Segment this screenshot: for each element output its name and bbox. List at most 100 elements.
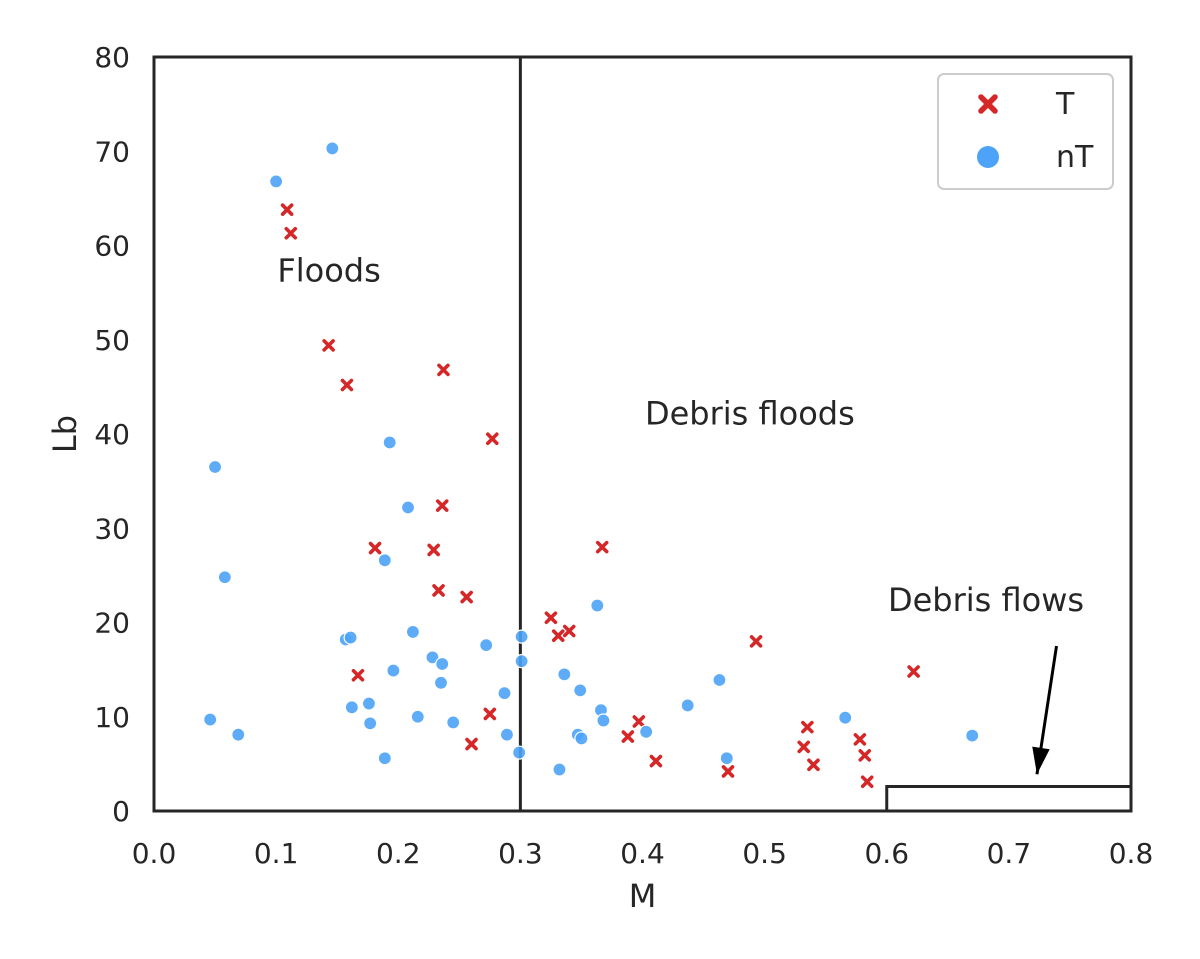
data-point-t xyxy=(801,720,814,734)
data-point-nt xyxy=(497,686,512,701)
data-point-nt xyxy=(680,698,695,713)
data-point-nt xyxy=(377,751,392,766)
region-label: Debris floods xyxy=(645,395,855,433)
data-point-t xyxy=(632,715,646,728)
data-point-nt xyxy=(203,712,218,727)
data-point-nt xyxy=(344,700,359,715)
debris-flows-region-box xyxy=(885,784,1131,811)
data-point-nt xyxy=(377,553,392,568)
data-point-nt xyxy=(433,675,449,690)
axis-ticks: 0.0 0.1 0.2 0.3 0.4 0.5 0.6 0.7 0.8 0 10 20 30 40 50 60… xyxy=(94,41,1153,870)
data-point-t xyxy=(280,203,294,216)
data-point-nt xyxy=(479,638,494,653)
data-point-nt xyxy=(596,713,611,728)
plot-frame xyxy=(152,55,1133,813)
data-point-t xyxy=(465,737,478,751)
x-tick-label: 0.6 xyxy=(864,837,909,870)
data-point-t xyxy=(551,629,565,642)
data-point-nt xyxy=(231,727,246,742)
data-point-nt xyxy=(325,141,340,156)
x-tick-label: 0.5 xyxy=(742,837,787,870)
data-point-nt xyxy=(425,650,440,665)
data-point-t xyxy=(437,363,450,377)
data-point-nt xyxy=(512,745,527,760)
y-tick-label: 70 xyxy=(94,135,130,168)
data-point-t xyxy=(427,543,440,557)
data-point-t xyxy=(807,758,820,772)
y-tick-label: 60 xyxy=(94,230,130,263)
data-point-nt xyxy=(446,715,461,730)
data-point-t xyxy=(860,775,874,789)
data-point-nt xyxy=(405,624,421,640)
data-point-t xyxy=(322,339,335,352)
data-point-t xyxy=(858,749,872,762)
data-point-t xyxy=(562,624,576,638)
data-point-t xyxy=(368,541,382,555)
data-point-t xyxy=(351,668,365,682)
data-point-t xyxy=(749,635,763,648)
data-point-nt xyxy=(435,656,450,672)
region-label: Debris flows xyxy=(888,581,1084,619)
region-label: Floods xyxy=(277,251,380,289)
data-point-t xyxy=(721,765,735,778)
data-point-nt xyxy=(207,459,223,475)
data-point-nt xyxy=(590,598,605,613)
data-points xyxy=(203,141,980,789)
region-annotations: Floods Debris floods Debris flows xyxy=(277,251,1084,619)
data-point-t xyxy=(432,584,445,597)
data-point-t xyxy=(853,733,867,746)
data-point-t xyxy=(435,499,449,512)
data-point-t xyxy=(460,590,473,604)
y-axis-label: Lb xyxy=(46,415,84,453)
data-point-nt xyxy=(400,500,416,515)
x-tick-label: 0.7 xyxy=(987,837,1032,870)
data-point-nt xyxy=(719,751,734,766)
data-point-t xyxy=(485,432,499,446)
data-point-nt xyxy=(363,716,378,731)
data-point-t xyxy=(621,730,635,743)
data-point-nt xyxy=(386,663,401,678)
data-point-nt xyxy=(639,724,654,739)
data-point-t xyxy=(544,611,558,625)
data-point-nt xyxy=(499,727,515,742)
data-point-t xyxy=(284,226,298,240)
data-point-nt xyxy=(573,683,588,698)
data-point-t xyxy=(649,754,663,768)
legend-marker-nt xyxy=(977,146,999,168)
y-tick-label: 30 xyxy=(94,512,130,545)
data-point-nt xyxy=(552,762,567,777)
data-point-nt xyxy=(838,710,853,725)
data-point-t xyxy=(797,740,811,754)
x-tick-label: 0.8 xyxy=(1109,837,1154,870)
y-tick-label: 10 xyxy=(94,701,130,734)
x-tick-label: 0.4 xyxy=(620,837,665,870)
legend: T nT xyxy=(937,73,1114,190)
data-point-t xyxy=(907,665,920,678)
y-tick-label: 0 xyxy=(112,795,130,828)
data-point-nt xyxy=(382,435,397,450)
data-point-nt xyxy=(410,709,425,724)
data-point-nt xyxy=(217,570,232,585)
region-lines xyxy=(518,57,1131,811)
legend-marker-t xyxy=(978,94,998,114)
x-tick-label: 0.0 xyxy=(132,837,177,870)
data-point-nt xyxy=(557,667,572,682)
data-point-nt xyxy=(269,174,284,189)
x-axis-label: M xyxy=(629,877,657,915)
data-point-t xyxy=(340,378,354,392)
data-point-nt xyxy=(712,672,727,688)
x-tick-label: 0.1 xyxy=(254,837,299,870)
y-tick-label: 40 xyxy=(94,418,130,451)
data-point-nt xyxy=(514,629,529,644)
data-point-t xyxy=(595,540,609,554)
y-tick-label: 50 xyxy=(94,324,130,357)
y-tick-label: 80 xyxy=(94,41,130,74)
y-tick-label: 20 xyxy=(94,607,130,640)
legend-label-nt: nT xyxy=(1056,140,1094,175)
data-point-t xyxy=(483,707,497,721)
x-tick-label: 0.2 xyxy=(376,837,421,870)
data-point-nt xyxy=(514,654,529,669)
data-point-nt xyxy=(361,696,377,711)
arrow-head xyxy=(1032,746,1050,775)
